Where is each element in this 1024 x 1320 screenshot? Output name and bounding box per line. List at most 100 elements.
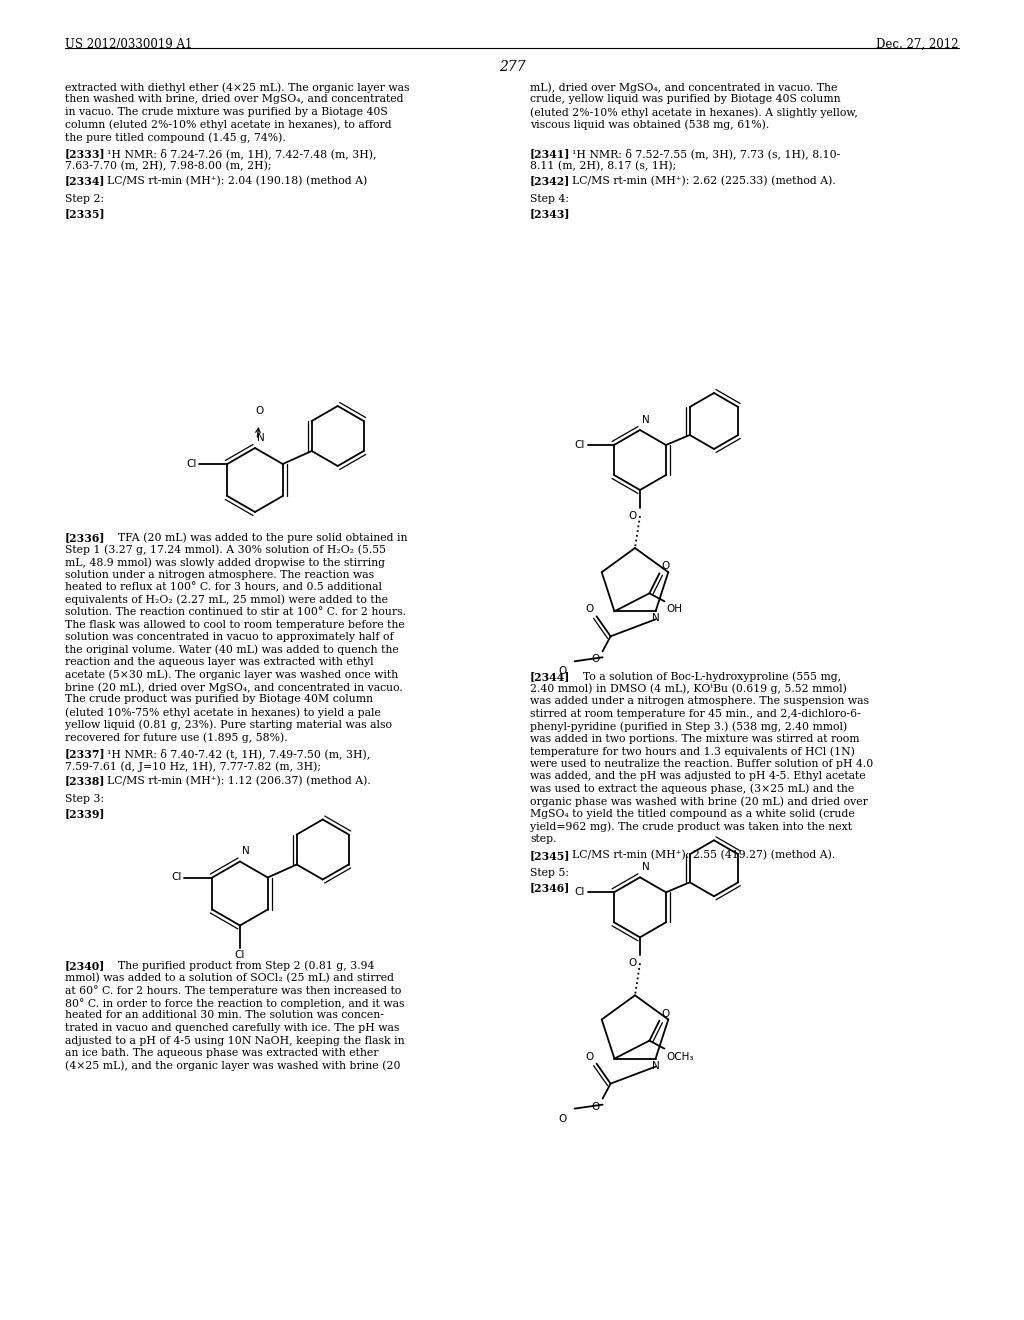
Text: Step 1 (3.27 g, 17.24 mmol). A 30% solution of H₂O₂ (5.55: Step 1 (3.27 g, 17.24 mmol). A 30% solut… <box>65 544 386 556</box>
Text: [2340]: [2340] <box>65 961 105 972</box>
Text: OH: OH <box>667 605 682 614</box>
Text: at 60° C. for 2 hours. The temperature was then increased to: at 60° C. for 2 hours. The temperature w… <box>65 986 401 997</box>
Text: Step 3:: Step 3: <box>65 795 104 804</box>
Text: O: O <box>586 605 594 614</box>
Text: was added in two portions. The mixture was stirred at room: was added in two portions. The mixture w… <box>530 734 859 743</box>
Text: LC/MS rt-min (MH⁺): 2.62 (225.33) (method A).: LC/MS rt-min (MH⁺): 2.62 (225.33) (metho… <box>572 176 836 186</box>
Text: [2341]: [2341] <box>530 149 570 160</box>
Text: (4×25 mL), and the organic layer was washed with brine (20: (4×25 mL), and the organic layer was was… <box>65 1060 400 1071</box>
Text: [2344]: [2344] <box>530 672 570 682</box>
Text: extracted with diethyl ether (4×25 mL). The organic layer was: extracted with diethyl ether (4×25 mL). … <box>65 82 410 92</box>
Text: then washed with brine, dried over MgSO₄, and concentrated: then washed with brine, dried over MgSO₄… <box>65 95 403 104</box>
Text: yellow liquid (0.81 g, 23%). Pure starting material was also: yellow liquid (0.81 g, 23%). Pure starti… <box>65 719 392 730</box>
Text: 8.11 (m, 2H), 8.17 (s, 1H);: 8.11 (m, 2H), 8.17 (s, 1H); <box>530 161 676 172</box>
Text: adjusted to a pH of 4-5 using 10N NaOH, keeping the flask in: adjusted to a pH of 4-5 using 10N NaOH, … <box>65 1035 404 1045</box>
Text: mmol) was added to a solution of SOCl₂ (25 mL) and stirred: mmol) was added to a solution of SOCl₂ (… <box>65 973 394 983</box>
Text: O: O <box>629 511 637 521</box>
Text: Cl: Cl <box>234 950 245 961</box>
Text: O: O <box>662 561 670 572</box>
Text: was used to extract the aqueous phase, (3×25 mL) and the: was used to extract the aqueous phase, (… <box>530 784 854 795</box>
Text: TFA (20 mL) was added to the pure solid obtained in: TFA (20 mL) was added to the pure solid … <box>106 532 408 543</box>
Text: [2335]: [2335] <box>65 209 105 219</box>
Text: Cl: Cl <box>574 887 585 898</box>
Text: Cl: Cl <box>574 440 585 450</box>
Text: N: N <box>642 862 650 873</box>
Text: LC/MS rt-min (MH⁺): 2.55 (419.27) (method A).: LC/MS rt-min (MH⁺): 2.55 (419.27) (metho… <box>572 850 836 861</box>
Text: organic phase was washed with brine (20 mL) and dried over: organic phase was washed with brine (20 … <box>530 796 868 807</box>
Text: stirred at room temperature for 45 min., and 2,4-dichloro-6-: stirred at room temperature for 45 min.,… <box>530 709 861 719</box>
Text: LC/MS rt-min (MH⁺): 1.12 (206.37) (method A).: LC/MS rt-min (MH⁺): 1.12 (206.37) (metho… <box>106 776 371 785</box>
Text: brine (20 mL), dried over MgSO₄, and concentrated in vacuo.: brine (20 mL), dried over MgSO₄, and con… <box>65 682 402 693</box>
Text: O: O <box>591 655 600 664</box>
Text: [2339]: [2339] <box>65 808 105 820</box>
Text: O: O <box>558 1114 566 1123</box>
Text: were used to neutralize the reaction. Buffer solution of pH 4.0: were used to neutralize the reaction. Bu… <box>530 759 873 768</box>
Text: The flask was allowed to cool to room temperature before the: The flask was allowed to cool to room te… <box>65 619 404 630</box>
Text: Cl: Cl <box>186 459 197 469</box>
Text: Step 5:: Step 5: <box>530 867 569 878</box>
Text: 7.63-7.70 (m, 2H), 7.98-8.00 (m, 2H);: 7.63-7.70 (m, 2H), 7.98-8.00 (m, 2H); <box>65 161 271 172</box>
Text: in vacuo. The crude mixture was purified by a Biotage 40S: in vacuo. The crude mixture was purified… <box>65 107 388 117</box>
Text: ¹H NMR: δ 7.24-7.26 (m, 1H), 7.42-7.48 (m, 3H),: ¹H NMR: δ 7.24-7.26 (m, 1H), 7.42-7.48 (… <box>106 149 377 160</box>
Text: heated for an additional 30 min. The solution was concen-: heated for an additional 30 min. The sol… <box>65 1011 384 1020</box>
Text: N: N <box>651 1061 659 1071</box>
Text: O: O <box>255 407 263 416</box>
Text: O: O <box>558 667 566 676</box>
Text: [2346]: [2346] <box>530 882 570 894</box>
Text: [2333]: [2333] <box>65 149 105 160</box>
Text: viscous liquid was obtained (538 mg, 61%).: viscous liquid was obtained (538 mg, 61%… <box>530 120 769 131</box>
Text: column (eluted 2%-10% ethyl acetate in hexanes), to afford: column (eluted 2%-10% ethyl acetate in h… <box>65 120 391 131</box>
Text: step.: step. <box>530 834 556 843</box>
Text: To a solution of Boc-L-hydroxyproline (555 mg,: To a solution of Boc-L-hydroxyproline (5… <box>572 672 841 682</box>
Text: temperature for two hours and 1.3 equivalents of HCl (1N): temperature for two hours and 1.3 equiva… <box>530 746 855 756</box>
Text: N: N <box>642 414 650 425</box>
Text: MgSO₄ to yield the titled compound as a white solid (crude: MgSO₄ to yield the titled compound as a … <box>530 809 855 820</box>
Text: Cl: Cl <box>171 873 181 883</box>
Text: an ice bath. The aqueous phase was extracted with ether: an ice bath. The aqueous phase was extra… <box>65 1048 379 1059</box>
Text: The crude product was purified by Biotage 40M column: The crude product was purified by Biotag… <box>65 694 373 705</box>
Text: 277: 277 <box>499 59 525 74</box>
Text: the pure titled compound (1.45 g, 74%).: the pure titled compound (1.45 g, 74%). <box>65 132 286 143</box>
Text: N: N <box>242 846 250 857</box>
Text: mL), dried over MgSO₄, and concentrated in vacuo. The: mL), dried over MgSO₄, and concentrated … <box>530 82 838 92</box>
Text: O: O <box>629 958 637 969</box>
Text: O: O <box>586 1052 594 1061</box>
Text: trated in vacuo and quenched carefully with ice. The pH was: trated in vacuo and quenched carefully w… <box>65 1023 399 1034</box>
Text: solution under a nitrogen atmosphere. The reaction was: solution under a nitrogen atmosphere. Th… <box>65 569 374 579</box>
Text: [2345]: [2345] <box>530 850 570 862</box>
Text: [2336]: [2336] <box>65 532 105 543</box>
Text: (eluted 10%-75% ethyl acetate in hexanes) to yield a pale: (eluted 10%-75% ethyl acetate in hexanes… <box>65 708 381 718</box>
Text: phenyl-pyridine (purified in Step 3.) (538 mg, 2.40 mmol): phenyl-pyridine (purified in Step 3.) (5… <box>530 721 847 731</box>
Text: [2334]: [2334] <box>65 176 105 186</box>
Text: [2337]: [2337] <box>65 748 105 759</box>
Text: solution was concentrated in vacuo to approximately half of: solution was concentrated in vacuo to ap… <box>65 632 393 642</box>
Text: recovered for future use (1.895 g, 58%).: recovered for future use (1.895 g, 58%). <box>65 733 288 743</box>
Text: OCH₃: OCH₃ <box>667 1052 694 1061</box>
Text: The purified product from Step 2 (0.81 g, 3.94: The purified product from Step 2 (0.81 g… <box>106 961 375 972</box>
Text: Dec. 27, 2012: Dec. 27, 2012 <box>877 38 959 51</box>
Text: the original volume. Water (40 mL) was added to quench the: the original volume. Water (40 mL) was a… <box>65 644 398 655</box>
Text: 7.59-7.61 (d, J=10 Hz, 1H), 7.77-7.82 (m, 3H);: 7.59-7.61 (d, J=10 Hz, 1H), 7.77-7.82 (m… <box>65 762 321 772</box>
Text: [2338]: [2338] <box>65 776 105 787</box>
Text: acetate (5×30 mL). The organic layer was washed once with: acetate (5×30 mL). The organic layer was… <box>65 669 398 680</box>
Text: was added under a nitrogen atmosphere. The suspension was: was added under a nitrogen atmosphere. T… <box>530 697 869 706</box>
Text: crude, yellow liquid was purified by Biotage 40S column: crude, yellow liquid was purified by Bio… <box>530 95 841 104</box>
Text: Step 4:: Step 4: <box>530 194 569 205</box>
Text: O: O <box>591 1102 600 1111</box>
Text: heated to reflux at 100° C. for 3 hours, and 0.5 additional: heated to reflux at 100° C. for 3 hours,… <box>65 582 382 593</box>
Text: equivalents of H₂O₂ (2.27 mL, 25 mmol) were added to the: equivalents of H₂O₂ (2.27 mL, 25 mmol) w… <box>65 594 388 605</box>
Text: 2.40 mmol) in DMSO (4 mL), KOᵗBu (0.619 g, 5.52 mmol): 2.40 mmol) in DMSO (4 mL), KOᵗBu (0.619 … <box>530 684 847 694</box>
Text: N: N <box>651 614 659 623</box>
Text: ¹H NMR: δ 7.52-7.55 (m, 3H), 7.73 (s, 1H), 8.10-: ¹H NMR: δ 7.52-7.55 (m, 3H), 7.73 (s, 1H… <box>572 149 841 160</box>
Text: solution. The reaction continued to stir at 100° C. for 2 hours.: solution. The reaction continued to stir… <box>65 607 406 616</box>
Text: US 2012/0330019 A1: US 2012/0330019 A1 <box>65 38 193 51</box>
Text: LC/MS rt-min (MH⁺): 2.04 (190.18) (method A): LC/MS rt-min (MH⁺): 2.04 (190.18) (metho… <box>106 176 368 186</box>
Text: (eluted 2%-10% ethyl acetate in hexanes). A slightly yellow,: (eluted 2%-10% ethyl acetate in hexanes)… <box>530 107 858 117</box>
Text: 80° C. in order to force the reaction to completion, and it was: 80° C. in order to force the reaction to… <box>65 998 404 1008</box>
Text: O: O <box>662 1008 670 1019</box>
Text: [2343]: [2343] <box>530 209 570 219</box>
Text: reaction and the aqueous layer was extracted with ethyl: reaction and the aqueous layer was extra… <box>65 657 374 667</box>
Text: ¹H NMR: δ 7.40-7.42 (t, 1H), 7.49-7.50 (m, 3H),: ¹H NMR: δ 7.40-7.42 (t, 1H), 7.49-7.50 (… <box>106 748 371 759</box>
Text: yield=962 mg). The crude product was taken into the next: yield=962 mg). The crude product was tak… <box>530 821 852 832</box>
Text: mL, 48.9 mmol) was slowly added dropwise to the stirring: mL, 48.9 mmol) was slowly added dropwise… <box>65 557 385 568</box>
